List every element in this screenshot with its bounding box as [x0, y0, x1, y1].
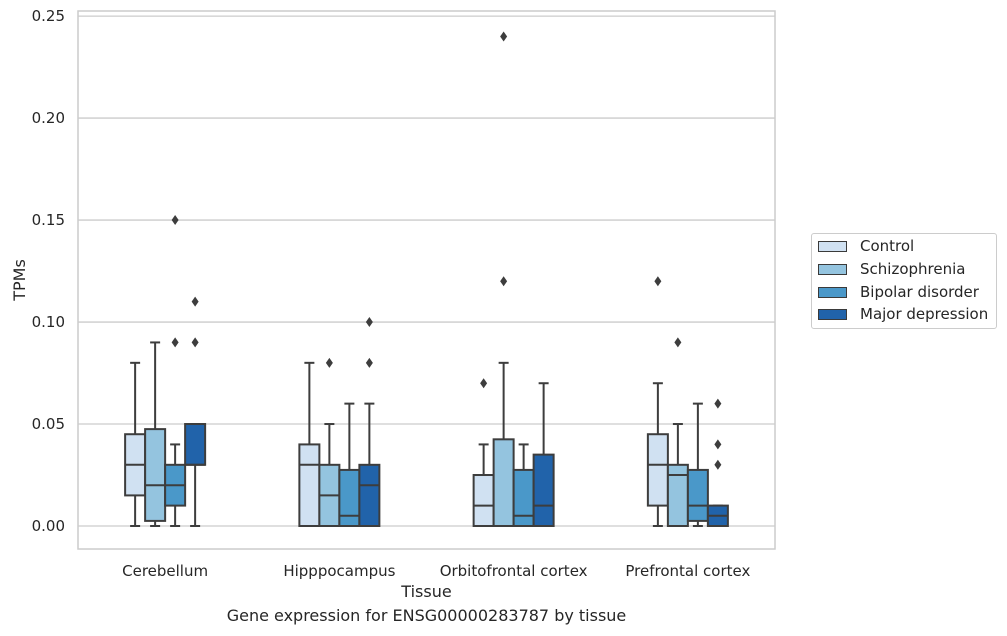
y-tick-label: 0.20 [32, 109, 65, 127]
outlier-point [500, 31, 508, 42]
outlier-point [191, 337, 199, 348]
box-1-2 [338, 402, 361, 528]
box-iqr [512, 468, 535, 528]
box-0-1 [144, 341, 167, 527]
outlier-point [365, 357, 373, 368]
figure-caption: Gene expression for ENSG00000283787 by t… [226, 606, 627, 625]
legend-swatch [818, 308, 847, 320]
y-tick-label: 0.05 [32, 415, 65, 433]
outlier-point [171, 337, 179, 348]
legend-item-bipolar-disorder: Bipolar disorder [818, 283, 979, 301]
box-iqr [666, 463, 689, 528]
box-iqr [686, 468, 709, 522]
y-axis-label: TPMs [10, 259, 29, 302]
box-iqr [492, 438, 515, 527]
legend-swatch [818, 263, 847, 275]
outlier-point [325, 357, 333, 368]
grid-lines [78, 15, 775, 527]
outlier-point [480, 378, 488, 389]
outlier-point [714, 439, 722, 450]
box-iqr [144, 428, 167, 522]
outlier-point [674, 337, 682, 348]
outlier-point [365, 317, 373, 328]
x-tick-label: Hipppocampus [283, 562, 395, 580]
legend-item-control: Control [818, 237, 914, 255]
y-tick-label: 0.00 [32, 517, 65, 535]
box-1-1 [318, 357, 341, 528]
box-0-0 [124, 361, 147, 527]
legend-label: Major depression [860, 305, 989, 323]
y-tick-label: 0.15 [32, 211, 65, 229]
box-1-0 [298, 361, 321, 527]
outlier-point [654, 276, 662, 287]
box-iqr [358, 463, 381, 528]
legend-swatch [818, 240, 847, 252]
legend-swatch [818, 286, 847, 298]
x-tick-label: Orbitofrontal cortex [440, 562, 588, 580]
outlier-point [714, 459, 722, 470]
x-tick-label: Cerebellum [122, 562, 208, 580]
box-3-2 [686, 402, 709, 527]
box-iqr [646, 433, 669, 507]
legend-label: Bipolar disorder [860, 283, 979, 301]
box-2-2 [512, 443, 535, 528]
x-tick-label: Prefrontal cortex [625, 562, 750, 580]
x-axis-label: Tissue [400, 582, 451, 601]
box-iqr [532, 453, 555, 528]
legend-item-major-depression: Major depression [818, 305, 988, 323]
y-tick-labels: 0.00 0.05 0.10 0.15 0.20 0.25 [32, 7, 65, 535]
outlier-point [500, 276, 508, 287]
legend: Control Schizophrenia Bipolar disorder M… [811, 233, 997, 329]
box-2-3 [532, 382, 555, 528]
legend-label: Schizophrenia [860, 260, 966, 278]
box-2-0 [472, 378, 495, 528]
legend-item-schizophrenia: Schizophrenia [818, 260, 965, 278]
box-3-1 [666, 337, 689, 528]
x-tick-labels: Cerebellum Hipppocampus Orbitofrontal cort… [122, 562, 750, 580]
outlier-point [191, 296, 199, 307]
box-1-3 [358, 317, 381, 528]
box-2-1 [492, 31, 515, 527]
box-iqr [184, 423, 207, 466]
box-0-2 [164, 215, 187, 527]
boxes [124, 31, 729, 528]
box-0-3 [184, 296, 207, 527]
outlier-point [171, 215, 179, 226]
box-iqr [298, 443, 321, 527]
y-tick-label: 0.10 [32, 313, 65, 331]
box-3-3 [706, 398, 729, 528]
plot-area-frame [77, 10, 776, 550]
box-iqr [338, 468, 361, 528]
legend-label: Control [860, 237, 915, 255]
outlier-point [714, 398, 722, 409]
box-3-0 [646, 276, 669, 527]
box-iqr [472, 474, 495, 528]
y-tick-label: 0.25 [32, 7, 65, 25]
